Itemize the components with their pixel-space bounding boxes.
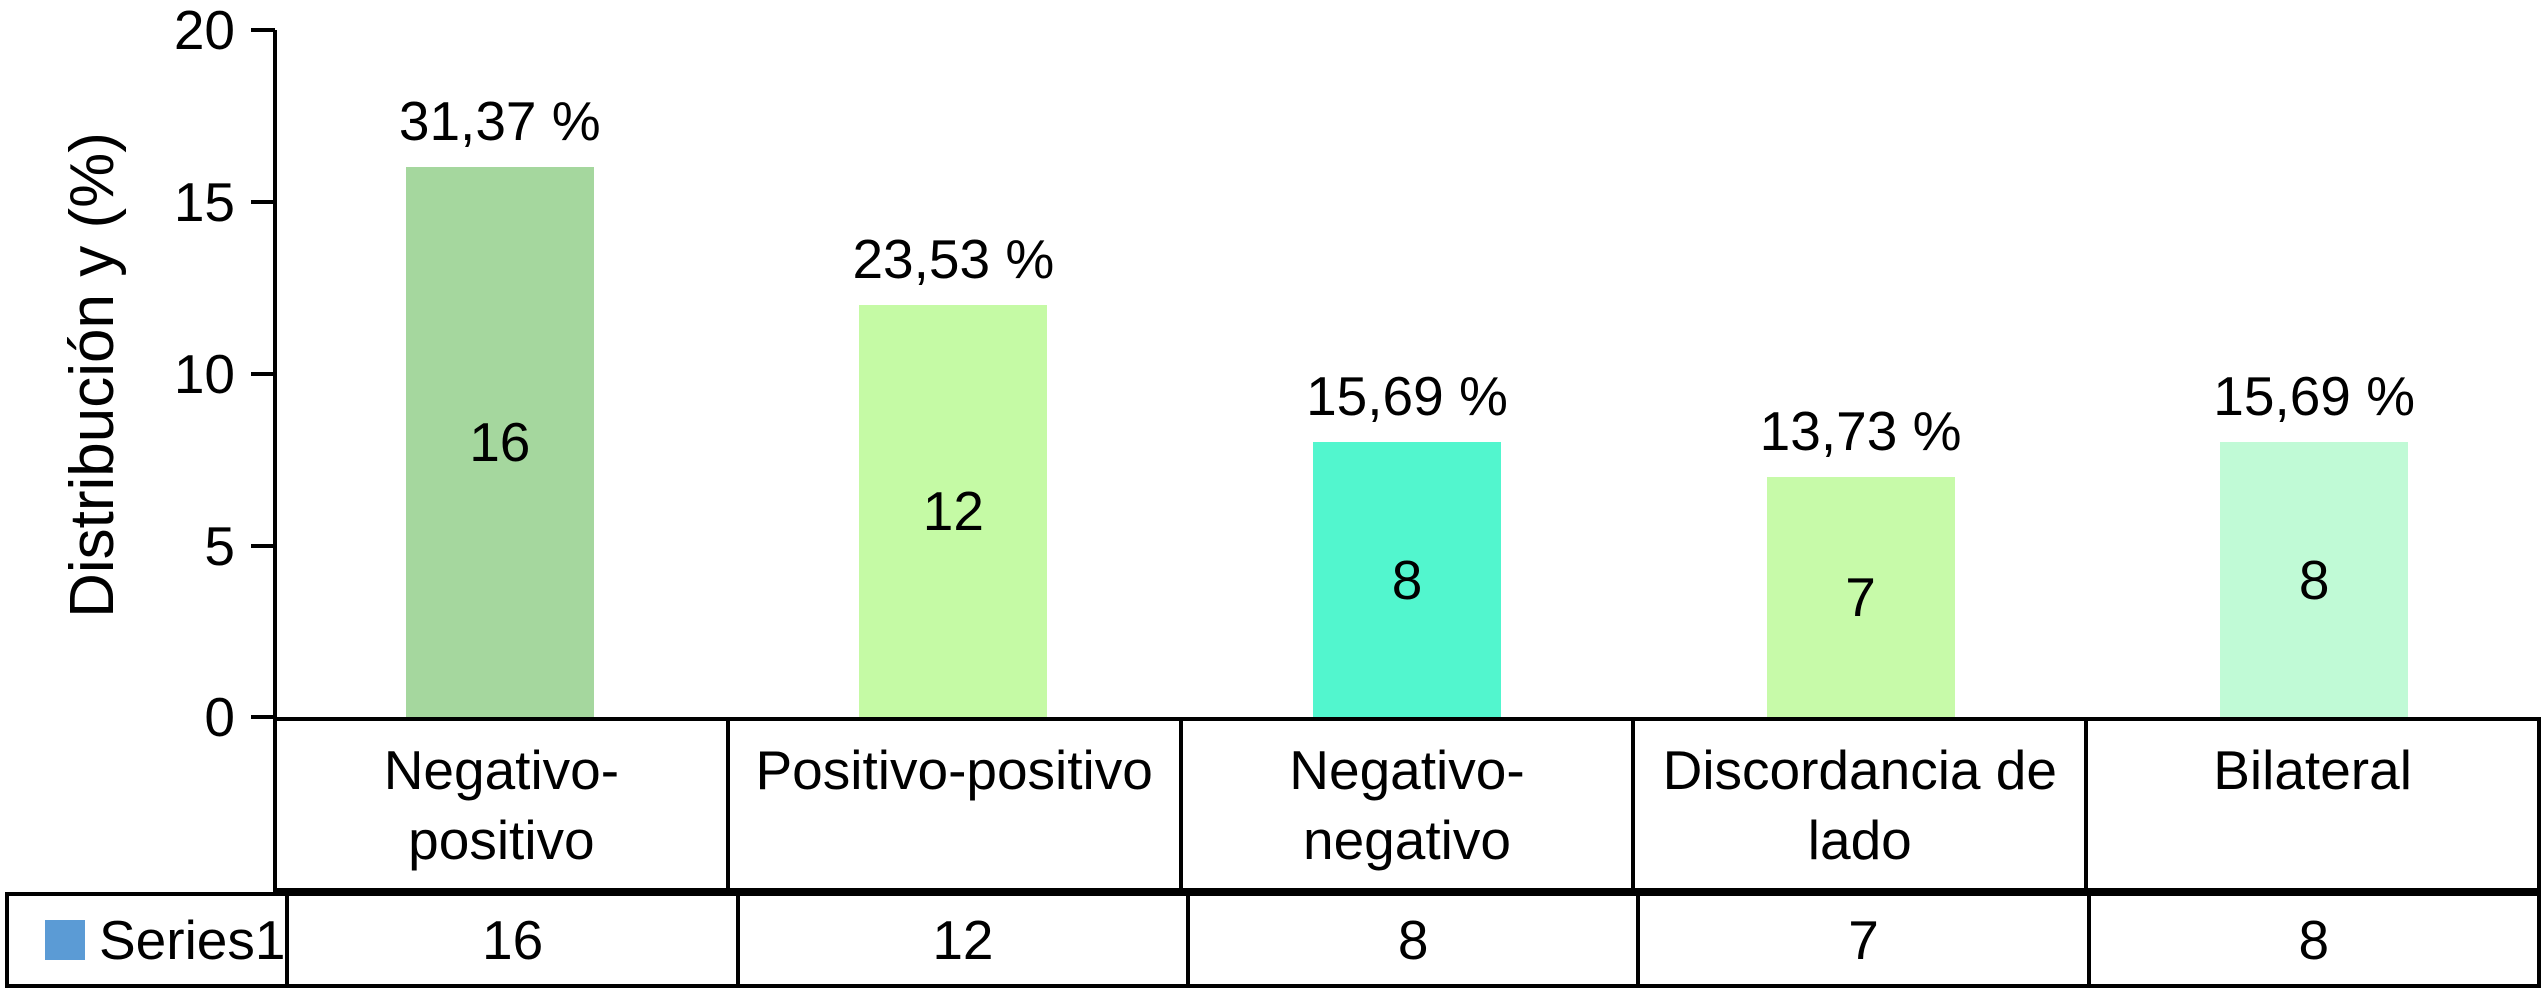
- data-table-row: Series1 16 12 8 7 8: [5, 892, 2541, 988]
- y-tick-label: 15: [173, 171, 235, 233]
- legend-label: Series1: [99, 909, 286, 971]
- category-cell-negativo-positivo: Negativo-positivo: [277, 721, 726, 888]
- bar-percent-label: 31,37 %: [398, 90, 601, 153]
- bar-positivo-positivo: [859, 304, 1048, 717]
- bar-value-label: 7: [1845, 565, 1876, 628]
- category-label: Positivo-positivo: [755, 739, 1153, 801]
- category-label: Negativo-positivo: [383, 739, 620, 871]
- table-value-cell: 12: [735, 896, 1186, 984]
- y-tick-mark: [251, 28, 275, 32]
- category-label: Bilateral: [2213, 739, 2412, 801]
- bar-percent-label: 15,69 %: [2213, 365, 2416, 428]
- y-tick-label: 20: [173, 0, 235, 61]
- bar-value-label: 8: [2298, 548, 2330, 611]
- bar-percent-label: 15,69 %: [1306, 365, 1508, 428]
- table-value-cell: 7: [1636, 896, 2086, 984]
- bar-negativo-positivo: [405, 167, 594, 717]
- y-tick-mark: [251, 372, 275, 376]
- y-tick-label: 10: [173, 343, 235, 405]
- category-label: Negativo-negativo: [1289, 739, 1525, 871]
- bar-percent-label: 13,73 %: [1759, 399, 1962, 462]
- bar-percent-label: 23,53 %: [852, 227, 1055, 290]
- bar-group-bilateral: 15,69 % 8: [2087, 30, 2541, 717]
- y-tick-mark: [251, 200, 275, 204]
- category-label: Discordancia de lado: [1662, 739, 2057, 871]
- bar-negativo-negativo: [1312, 442, 1501, 717]
- bar-value-label: 16: [469, 411, 531, 474]
- category-cell-negativo-negativo: Negativo-negativo: [1178, 721, 1632, 888]
- y-tick-label: 0: [204, 686, 235, 748]
- bar-value-label: 8: [1391, 548, 1423, 611]
- legend-swatch-icon: [45, 920, 85, 960]
- y-tick-label: 5: [204, 515, 235, 577]
- bar-bilateral: [2220, 442, 2409, 717]
- category-cell-discordancia-de-lado: Discordancia de lado: [1631, 721, 2084, 888]
- table-value-cell: 16: [285, 896, 735, 984]
- category-cell-bilateral: Bilateral: [2084, 721, 2537, 888]
- table-value-cell: 8: [2086, 896, 2537, 984]
- category-cell-positivo-positivo: Positivo-positivo: [725, 721, 1179, 888]
- y-tick-mark: [251, 715, 275, 719]
- legend-cell: Series1: [9, 896, 285, 984]
- y-axis-line: [273, 30, 277, 721]
- bar-group-discordancia-de-lado: 13,73 % 7: [1634, 30, 2088, 717]
- bar-discordancia-de-lado: [1766, 476, 1955, 717]
- plot-area: 31,37 % 16 23,53 % 12 15,69 % 8 13,73 % …: [273, 30, 2541, 717]
- bar-group-negativo-positivo: 31,37 % 16: [273, 30, 727, 717]
- table-value-cell: 8: [1186, 896, 1636, 984]
- bar-group-positivo-positivo: 23,53 % 12: [727, 30, 1181, 717]
- y-tick-mark: [251, 544, 275, 548]
- category-row: Negativo-positivo Positivo-positivo Nega…: [273, 717, 2541, 892]
- bar-group-negativo-negativo: 15,69 % 8: [1180, 30, 1634, 717]
- bar-value-label: 12: [922, 479, 984, 542]
